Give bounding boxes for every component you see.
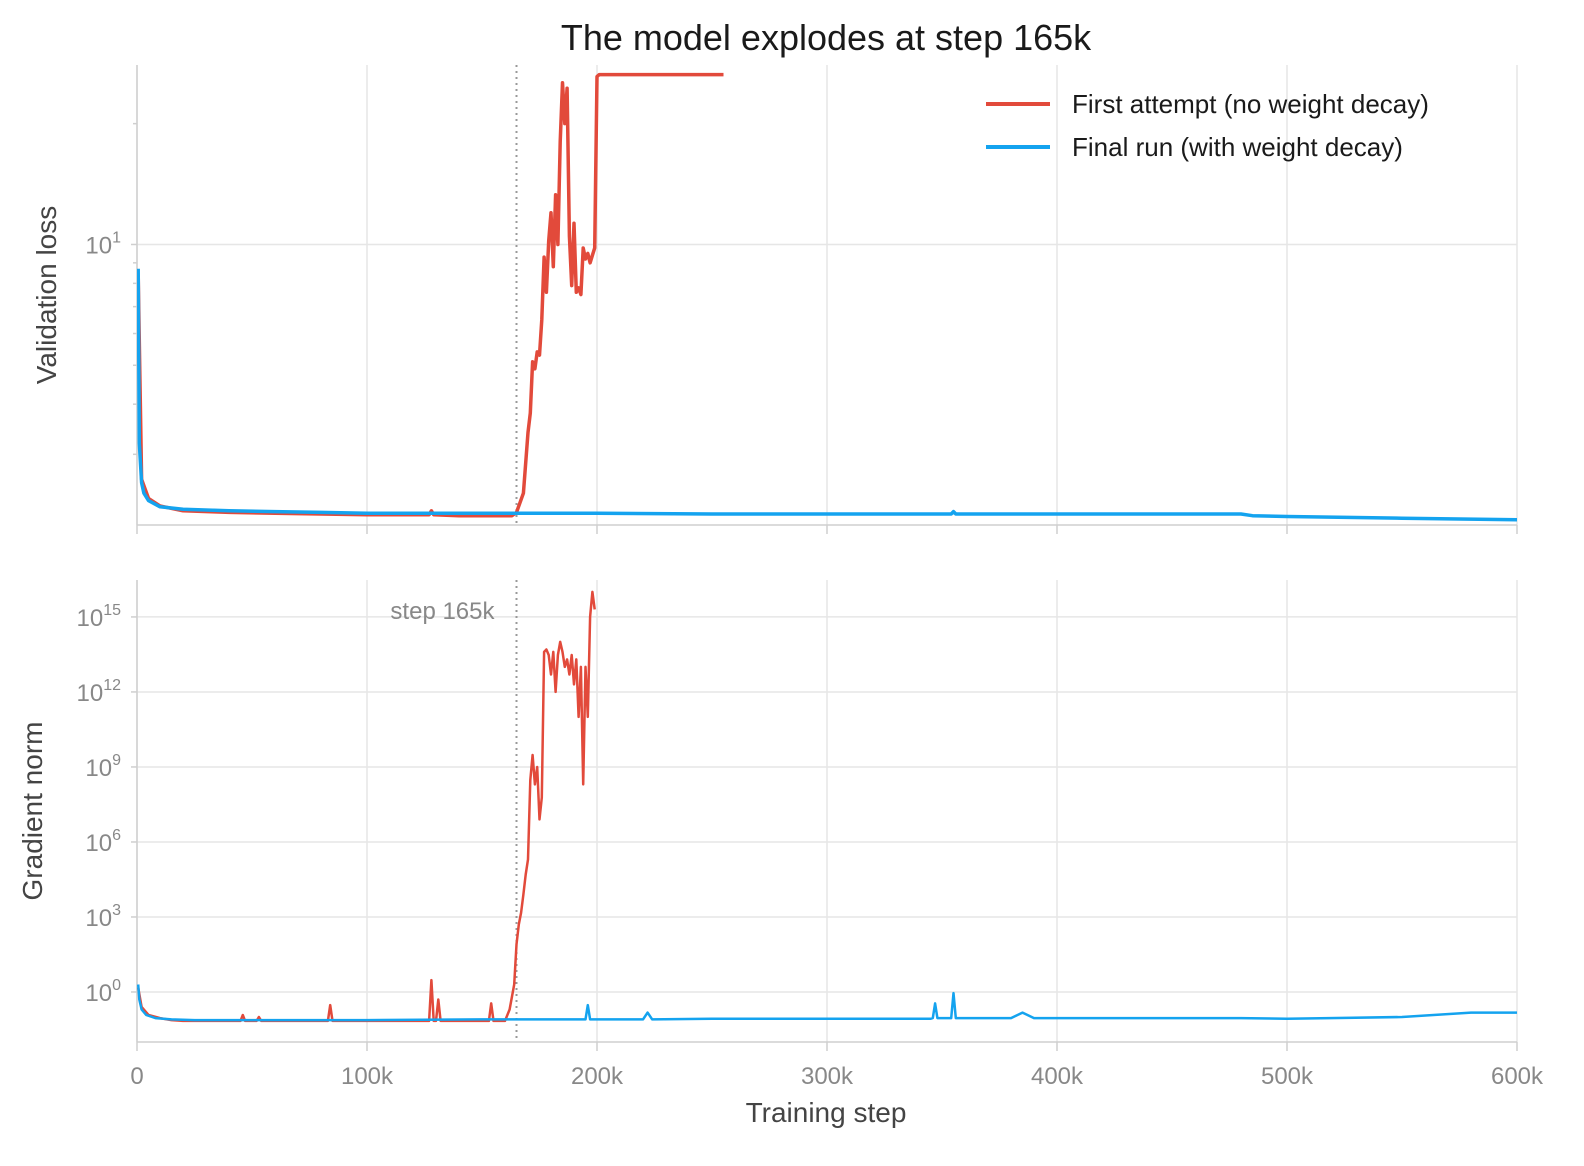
y-tick-label: 103	[85, 902, 121, 932]
legend: First attempt (no weight decay) Final run…	[986, 89, 1429, 162]
legend-label: First attempt (no weight decay)	[1072, 89, 1429, 119]
y-tick-label: 1015	[77, 602, 122, 632]
x-tick-label: 0	[130, 1063, 143, 1090]
x-tick-label: 400k	[1031, 1063, 1084, 1090]
y-tick-label: 100	[85, 977, 121, 1007]
series-line-first	[137, 590, 596, 1023]
x-tick-label: 500k	[1261, 1063, 1314, 1090]
x-tick-label: 200k	[571, 1063, 624, 1090]
y-tick-label: 109	[85, 752, 121, 782]
series-line-final	[137, 268, 1517, 522]
x-axis-label: Training step	[746, 1097, 907, 1128]
x-tick-label: 600k	[1491, 1063, 1544, 1090]
y-axis-label: Validation loss	[31, 206, 62, 384]
panel-2: 100 103 106 109 1012 1015 Gradient norm	[17, 580, 1518, 1051]
y-tick-label: 106	[85, 827, 121, 857]
chart-title: The model explodes at step 165k	[561, 17, 1092, 58]
panel-1: 101 Validation loss	[31, 65, 1518, 534]
x-tick-label: 300k	[801, 1063, 854, 1090]
y-tick-label: 101	[85, 229, 121, 259]
series-line-first	[137, 72, 724, 518]
x-tick-label: 100k	[341, 1063, 394, 1090]
y-tick-label: 1012	[77, 677, 122, 707]
legend-label: Final run (with weight decay)	[1072, 132, 1403, 162]
series-line-final	[137, 984, 1517, 1022]
step-165k-annotation: step 165k	[390, 598, 495, 625]
panels-layer: 101 Validation loss 100 103 106 109 1012 1015 Gr…	[17, 65, 1544, 1090]
y-axis-label: Gradient norm	[17, 722, 48, 901]
